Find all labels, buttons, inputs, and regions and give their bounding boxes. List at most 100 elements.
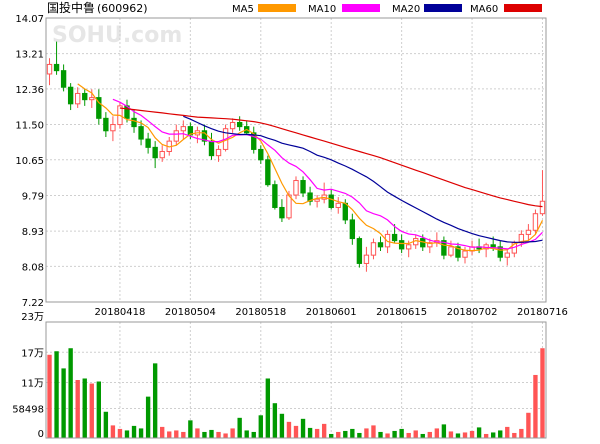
candle xyxy=(96,89,102,125)
volume-bar xyxy=(364,428,369,438)
candle xyxy=(145,132,151,154)
candle-body xyxy=(145,138,151,148)
candle-body xyxy=(532,213,539,231)
candle-body xyxy=(377,242,384,248)
candle-body xyxy=(462,250,468,258)
date-tick-label: 20180504 xyxy=(165,307,216,318)
volume-bar xyxy=(272,403,278,438)
volume-bar xyxy=(251,431,256,438)
volume-bar xyxy=(385,433,390,438)
volume-bar xyxy=(75,380,80,438)
price-y-tick-label: 10.65 xyxy=(15,156,44,167)
volume-bar xyxy=(321,423,327,438)
ma20-line xyxy=(183,115,543,243)
candle-body xyxy=(229,121,236,130)
candle xyxy=(229,118,236,133)
chart-header: 国投中鲁 (600962) MA5 MA10 MA20 MA60 xyxy=(47,0,542,15)
volume-bar xyxy=(237,417,242,438)
volume-bar xyxy=(455,433,461,438)
volume-bar xyxy=(462,432,468,438)
candle-body xyxy=(173,130,179,142)
candle-body xyxy=(89,97,95,101)
candle-body xyxy=(490,244,496,248)
price-x-axis: 20180418 20180504 20180518 20180601 20180615… xyxy=(94,307,567,318)
candle-body xyxy=(82,92,88,101)
candle xyxy=(279,199,285,222)
candle xyxy=(173,124,179,146)
volume-bar xyxy=(448,431,454,438)
candle xyxy=(314,195,320,208)
volume-y-tick-label: 58498 xyxy=(12,404,44,415)
volume-y-tick-label: 0 xyxy=(38,429,44,440)
volume-bar xyxy=(110,425,116,438)
candle xyxy=(194,126,201,144)
candle xyxy=(539,170,546,216)
price-y-tick-label: 7.22 xyxy=(22,298,44,309)
candle-body xyxy=(159,151,165,159)
volume-bar xyxy=(202,431,207,438)
volume-bar xyxy=(413,430,418,438)
volume-bars xyxy=(47,348,545,438)
candle-body xyxy=(455,246,461,258)
volume-bar xyxy=(124,430,130,438)
volume-bar xyxy=(420,433,425,438)
volume-bar xyxy=(441,424,447,438)
candle xyxy=(455,242,461,262)
candle-body xyxy=(131,117,137,128)
candle xyxy=(377,236,384,252)
volume-y-tick-label: 17万 xyxy=(21,348,44,359)
candle xyxy=(60,64,67,92)
volume-bar xyxy=(61,368,66,438)
ma60-legend-label: MA60 xyxy=(470,4,498,15)
candle-body xyxy=(258,148,264,161)
price-grid xyxy=(46,17,546,303)
ma10-legend-swatch xyxy=(342,4,380,12)
candle-body xyxy=(349,219,356,240)
ma10-legend-label: MA10 xyxy=(308,4,336,15)
volume-bar xyxy=(505,426,510,438)
ma10-line xyxy=(112,98,543,250)
candle xyxy=(201,124,208,146)
volume-bar xyxy=(181,431,186,438)
candle xyxy=(441,236,447,260)
volume-y-tick-label: 23万 xyxy=(21,312,44,323)
volume-bar xyxy=(371,425,376,438)
volume-bar xyxy=(82,378,87,438)
candle-body xyxy=(180,126,187,132)
candle-body xyxy=(398,240,405,250)
candle-body xyxy=(441,240,447,256)
candle xyxy=(476,238,482,254)
ma-legend: MA5 MA10 MA20 MA60 xyxy=(232,4,542,15)
candle xyxy=(349,213,356,245)
ma60-legend-swatch xyxy=(504,4,542,12)
candle xyxy=(504,248,510,266)
candle xyxy=(131,110,137,133)
candle-body xyxy=(293,180,299,196)
candle-body xyxy=(286,194,292,219)
volume-bar xyxy=(307,427,313,438)
volume-bar xyxy=(167,431,172,438)
candle-body xyxy=(525,229,532,235)
candle-body xyxy=(427,242,433,248)
volume-bar xyxy=(483,433,489,438)
candle xyxy=(251,126,257,154)
date-tick-label: 20180615 xyxy=(376,307,427,318)
price-y-tick-label: 13.21 xyxy=(15,50,44,61)
candle-body xyxy=(300,180,306,194)
volume-bar xyxy=(47,354,52,438)
volume-bar xyxy=(343,430,348,438)
candle-body xyxy=(103,117,109,132)
volume-bar xyxy=(378,431,383,438)
candle xyxy=(152,141,158,169)
candle xyxy=(307,186,313,206)
candle xyxy=(208,132,215,160)
volume-bar xyxy=(329,433,334,438)
volume-bar xyxy=(540,348,545,438)
volume-grid xyxy=(46,322,546,438)
price-y-tick-label: 8.08 xyxy=(22,262,44,273)
volume-bar xyxy=(145,396,151,438)
candle xyxy=(110,116,116,142)
candle xyxy=(46,58,53,86)
date-tick-label: 20180716 xyxy=(517,307,568,318)
